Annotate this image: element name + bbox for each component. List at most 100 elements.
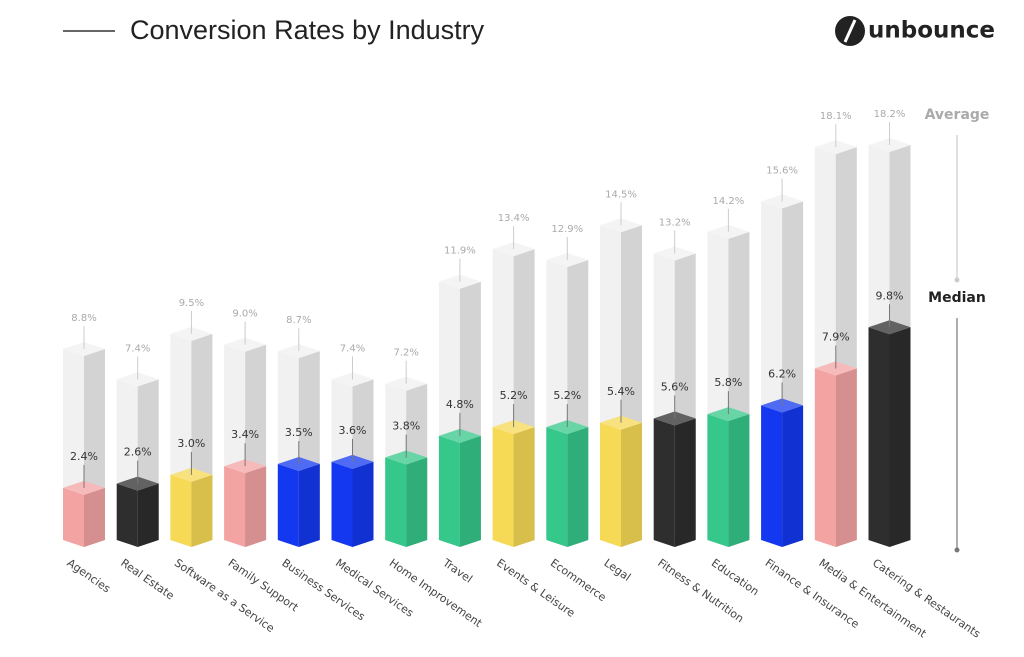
median-bar-right [567,427,589,547]
average-label: 14.2% [713,196,745,207]
average-label: 11.9% [444,246,476,257]
median-bar-right [782,405,804,547]
median-label: 7.9% [822,331,850,344]
median-bar-left [331,461,353,547]
median-bar [814,361,857,547]
median-bar [277,457,320,547]
median-bar-right-shade [298,464,320,547]
median-bar-left [170,474,192,547]
average-label: 13.2% [659,218,691,229]
legend-label: Average [925,107,990,123]
legend-label: Median [928,290,986,306]
median-bar-right-shade [835,368,857,547]
median-bar-left [492,427,514,547]
category-label: Education [709,556,761,598]
median-label: 6.2% [768,367,796,380]
median-bar-left [438,435,460,547]
median-bar-left [277,464,299,547]
median-bar-right-shade [84,487,105,547]
median-bar-right-shade [567,427,589,547]
average-label: 18.1% [820,111,852,122]
median-bar-right-shade [782,405,804,547]
median-bar [707,407,750,547]
median-label: 5.8% [714,376,742,389]
median-label: 2.6% [124,446,152,459]
median-label: 3.8% [392,420,420,433]
median-bar-right [191,474,213,547]
median-bar-left [224,466,246,547]
average-label: 14.5% [605,189,637,200]
median-label: 3.5% [285,426,313,439]
median-bar [600,415,642,547]
median-bar-right-shade [889,327,911,547]
median-bar-right-shade [406,457,428,547]
average-label: 8.7% [286,315,311,326]
median-bar-right [728,414,750,547]
median-bar [546,420,589,547]
median-bar [492,420,535,547]
median-bar-right [137,483,159,547]
median-bar-left [814,368,836,547]
median-bar-left [600,422,621,547]
median-bar-right [889,327,911,547]
median-label: 9.8% [876,289,904,302]
median-bar-left [63,487,84,547]
median-label: 5.2% [553,389,581,402]
chart-title: Conversion Rates by Industry [130,15,485,45]
median-bar [761,398,804,547]
median-label: 5.6% [661,380,689,393]
median-bar-left [116,483,138,547]
average-label: 15.6% [766,165,798,176]
median-bar-right [298,464,320,547]
average-label: 13.4% [498,213,530,224]
median-bar-right-shade [513,427,535,547]
average-label: 12.9% [551,224,583,235]
median-bar [63,480,105,547]
median-bar-right-shade [245,466,267,547]
median-bar [170,467,213,547]
median-bar-left [707,414,729,547]
median-bar-left [653,418,675,547]
median-label: 3.0% [177,437,205,450]
median-bar-right [406,457,428,547]
median-label: 5.4% [607,385,635,398]
average-label: 7.4% [125,343,150,354]
median-bar-right-shade [728,414,750,547]
median-bar [116,476,159,547]
median-bar-right-shade [621,422,642,547]
median-label: 2.4% [70,450,98,463]
median-bar [331,454,374,547]
median-bar [224,459,267,547]
median-bar-left [761,405,783,547]
category-label: Home Improvement [387,556,485,630]
median-label: 4.8% [446,398,474,411]
average-label: 7.4% [340,343,365,354]
median-bar-right [674,418,696,547]
median-label: 5.2% [500,389,528,402]
median-bar-right [835,368,857,547]
category-label: Legal [602,556,634,584]
category-label: Real Estate [118,556,176,602]
brand-name: unbounce [868,18,995,44]
median-bar-right [245,466,267,547]
brand-logo-mark [843,19,857,43]
category-label: Travel [440,556,475,586]
median-bar-right [621,422,642,547]
median-bar-right-shade [191,474,213,547]
median-label: 3.4% [231,428,259,441]
median-bar-right-shade [459,435,481,547]
median-bar-right [84,487,105,547]
median-bar-right-shade [137,483,159,547]
average-label: 8.8% [71,313,96,324]
median-bar [385,450,428,547]
average-label: 7.2% [393,348,418,359]
legend-dot [954,547,960,553]
median-bar-left [385,457,407,547]
median-bar-left [868,327,890,547]
median-label: 3.6% [339,424,367,437]
median-bar-left [546,427,568,547]
median-bar-right-shade [352,461,374,547]
median-bar-right [459,435,481,547]
category-label: Finance & Insurance [763,556,862,631]
